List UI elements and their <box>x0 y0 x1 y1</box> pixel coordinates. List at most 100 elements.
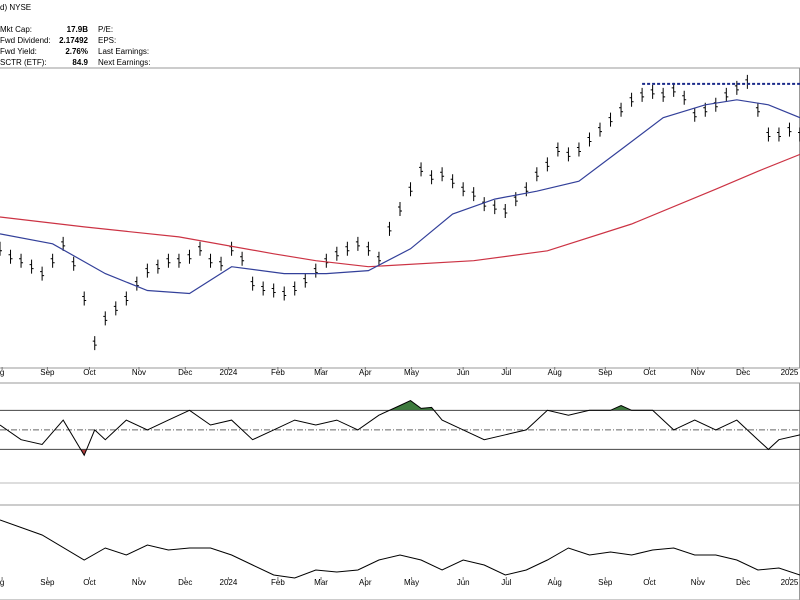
price-bar <box>503 204 508 219</box>
price-bar <box>450 174 455 189</box>
price-bar <box>8 249 13 264</box>
x-tick-label: Apr <box>359 578 372 587</box>
x-tick-label: Sep <box>598 368 613 377</box>
price-bar <box>40 266 45 281</box>
price-bar <box>619 102 624 117</box>
x-tick-label: Mar <box>314 578 328 587</box>
price-bar <box>671 82 676 97</box>
x-tick-label: Sep <box>598 578 613 587</box>
price-bar <box>61 236 66 251</box>
price-bar <box>166 253 171 268</box>
price-bar <box>482 197 487 212</box>
price-bar <box>440 167 445 182</box>
price-bar <box>113 301 118 316</box>
x-tick-label: 2025 <box>781 578 799 587</box>
x-tick-label: May <box>404 578 419 587</box>
price-bar <box>355 236 360 251</box>
x-tick-label: Oct <box>643 368 656 377</box>
stat-label: EPS: <box>98 36 116 45</box>
price-bar <box>0 241 2 256</box>
price-bar <box>134 276 139 291</box>
price-bar <box>313 263 318 278</box>
x-tick-label: May <box>404 368 419 377</box>
x-tick-label: Jun <box>457 578 470 587</box>
stat-label: P/E: <box>98 25 113 34</box>
price-bar <box>19 253 24 268</box>
price-bar <box>766 127 771 142</box>
price-bar <box>124 291 129 306</box>
price-bar <box>376 251 381 266</box>
price-bar <box>261 281 266 296</box>
price-bar <box>50 253 55 268</box>
price-bar <box>103 311 108 326</box>
price-bar <box>587 132 592 147</box>
x-tick-label: Nov <box>132 578 146 587</box>
price-bar <box>429 170 434 185</box>
stat-value: 2.17492 <box>59 36 88 45</box>
x-tick-label: Jun <box>457 368 470 377</box>
stat-label: Next Earnings: <box>98 58 150 67</box>
x-tick-label: 2025 <box>781 368 799 377</box>
price-bar <box>576 142 581 157</box>
x-tick-label: 2024 <box>220 578 238 587</box>
exchange: d) NYSE <box>0 3 31 12</box>
price-bar <box>398 202 402 217</box>
price-bar <box>534 167 539 182</box>
x-tick-label: 2024 <box>220 368 238 377</box>
stat-value: 17.9B <box>67 25 89 34</box>
price-bar <box>176 253 181 268</box>
price-bar <box>419 162 424 177</box>
x-tick-label: Feb <box>271 578 285 587</box>
indicator-line <box>0 400 800 457</box>
price-bar <box>240 251 245 266</box>
price-bar <box>408 182 413 197</box>
price-bar <box>608 112 613 127</box>
price-bar <box>82 291 87 306</box>
x-tick-label: Dec <box>736 578 750 587</box>
x-tick-label: Nov <box>691 578 705 587</box>
price-bar <box>650 84 655 99</box>
price-bar <box>387 221 392 236</box>
moving-average <box>0 99 800 295</box>
x-tick-label: g <box>0 368 4 377</box>
price-bar <box>682 90 687 105</box>
price-bar <box>345 241 350 256</box>
price-bar <box>513 192 518 207</box>
price-bar <box>334 246 339 261</box>
x-tick-label: g <box>0 578 4 587</box>
stat-label: SCTR (ETF): <box>0 58 47 67</box>
price-bar <box>29 259 34 274</box>
stat-label: Fwd Dividend: <box>0 36 51 45</box>
price-bar <box>208 253 213 268</box>
price-bar <box>219 256 224 271</box>
x-tick-label: Jul <box>501 578 511 587</box>
price-bar <box>198 241 202 256</box>
price-bar <box>640 87 645 102</box>
price-bar <box>145 263 150 278</box>
x-tick-label: Dec <box>736 368 750 377</box>
stat-label: Last Earnings: <box>98 47 149 56</box>
price-bar <box>661 87 666 102</box>
stat-label: Mkt Cap: <box>0 25 32 34</box>
price-bar <box>461 182 466 197</box>
price-bar <box>555 142 560 157</box>
x-tick-label: Nov <box>132 368 146 377</box>
x-tick-label: Mar <box>314 368 328 377</box>
x-tick-label: Oct <box>83 368 96 377</box>
stat-value: 84.9 <box>72 58 88 67</box>
price-bar <box>187 249 192 264</box>
price-bar <box>471 187 476 202</box>
moving-average <box>0 153 800 268</box>
x-tick-label: Aug <box>548 578 562 587</box>
x-tick-label: Nov <box>691 368 705 377</box>
price-bar <box>566 147 571 162</box>
price-bar <box>324 253 329 268</box>
x-tick-label: Dec <box>178 578 192 587</box>
price-bar <box>598 122 602 137</box>
x-tick-label: Aug <box>548 368 562 377</box>
stat-value: 2.76% <box>65 47 88 56</box>
price-bar <box>776 127 781 142</box>
price-bar <box>155 259 160 274</box>
price-bar <box>492 200 497 215</box>
